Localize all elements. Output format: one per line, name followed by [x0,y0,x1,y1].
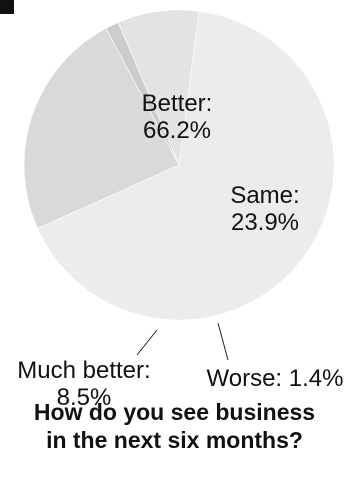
chart-title-line1: How do you see business [33,399,316,425]
chart-title-line2: in the next six months? [46,427,303,453]
slice-label-better-line1: Better: [141,90,213,117]
slice-label-worse-line1: Worse: 1.4% [206,365,344,392]
corner-block [0,0,14,14]
leader-line-much-better [136,329,158,356]
slice-label-better-line2: 66.2% [142,117,212,144]
slice-label-better: Better: 66.2% [122,90,232,144]
chart-title: How do you see business in the next six … [0,398,349,454]
slice-label-same: Same: 23.9% [210,182,320,236]
slice-label-same-line2: 23.9% [230,209,300,236]
leader-line-worse [217,322,229,361]
slice-label-much-better-line1: Much better: [17,357,151,384]
pie-slice-same [23,27,180,229]
slice-label-much-better: Much better: 8.5% [4,357,164,411]
slice-label-worse: Worse: 1.4% [202,365,348,392]
pie-slice-better [37,10,335,321]
slice-label-same-line1: Same: [230,182,300,209]
slice-label-much-better-line2: 8.5% [56,384,112,411]
